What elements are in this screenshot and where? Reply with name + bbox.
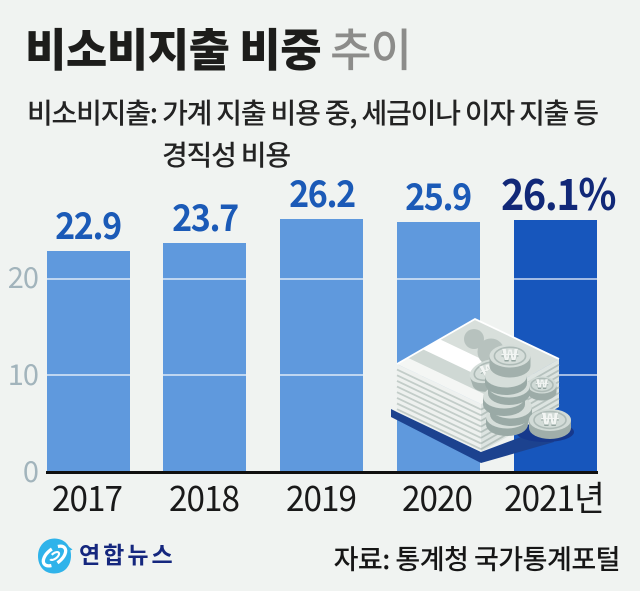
y-tick-0: 0 [22,448,39,491]
value-label-2020: 25.9 [405,166,472,221]
bar-2017 [46,250,130,472]
bar-2019 [280,218,363,472]
svg-text:₩: ₩ [476,357,500,384]
subtitle-label: 비소비지출: [27,92,158,132]
value-label-2017: 22.9 [55,195,122,250]
gridline-20-bar0 [46,277,130,280]
gridline-10-bar2 [280,374,363,377]
value-label-2021년: 26.1% [500,161,616,224]
title-suffix: 추이 [330,14,412,79]
x-label-2020: 2020 [402,470,473,522]
gridline-10-bar0 [46,374,130,377]
x-axis-line [46,471,598,474]
x-label-2018: 2018 [168,470,240,522]
value-label-2018: 23.7 [171,188,239,243]
subtitle-line1: 가계 지출 비용 중, 세금이나 이자 지출 등 [162,92,599,132]
won-symbol: ₩₩ [476,355,501,383]
page-title: 비소비지출 비중 추이 [25,21,412,73]
x-label-2021년: 2021년 [504,470,605,522]
subtitle-line2: 경직성 비용 [162,134,291,174]
x-label-2017: 2017 [51,470,123,522]
yonhap-logo: 연합뉴스 [36,536,176,576]
gridline-10-bar4 [513,374,597,377]
gridline-20-bar1 [163,277,247,280]
value-label-2019: 26.2 [288,164,356,219]
gridline-20-bar4 [513,277,597,280]
source-credit: 자료: 통계청 국가통계포털 [333,538,621,577]
y-tick-20: 20 [7,255,39,298]
subtitle: 비소비지출: 가계 지출 비용 중, 세금이나 이자 지출 등 경직성 비용 [27,91,599,175]
subtitle-indent [27,133,162,175]
title-main: 비소비지출 비중 [25,14,322,79]
bar-2021년 [513,219,597,472]
gridline-20-bar3 [396,277,480,280]
bar-2018 [163,242,247,472]
x-label-2019: 2019 [285,470,356,522]
bar-2020 [396,221,480,472]
yonhap-logo-text: 연합뉴스 [79,536,176,570]
gridline-20-bar2 [280,277,363,280]
yonhap-logo-icon [38,538,73,574]
y-tick-10: 10 [7,352,39,395]
gridline-10-bar1 [163,374,247,377]
gridline-10-bar3 [396,374,480,377]
